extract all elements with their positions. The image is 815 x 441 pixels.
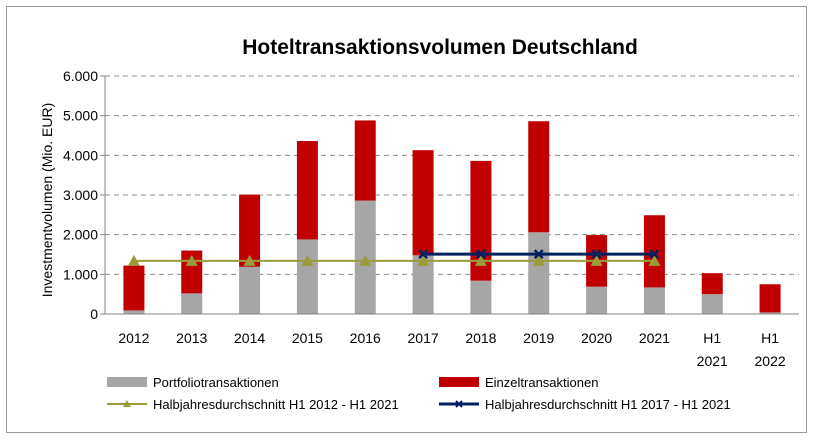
bar-einzeltransaktionen: [296, 141, 318, 240]
triangle-marker: [243, 254, 256, 266]
x-tick-label: 2012: [118, 330, 149, 346]
x-tick-label: H1: [761, 330, 779, 346]
average-lines: [127, 249, 661, 266]
axes: [104, 76, 799, 315]
x-tick-label: 2018: [465, 330, 496, 346]
x-tick-label: 2021: [639, 330, 670, 346]
bar-einzeltransaktionen: [123, 265, 145, 311]
bar-portfoliotransaktionen: [123, 310, 145, 314]
chart-title: Hoteltransaktionsvolumen Deutschland: [242, 36, 638, 59]
triangle-marker: [127, 254, 140, 266]
y-axis-title: Investmentvolumen (Mio. EUR): [39, 103, 55, 298]
bar-einzeltransaktionen: [412, 150, 434, 256]
x-marker: [649, 249, 660, 259]
bar-group: [123, 120, 781, 314]
legend-swatch: [439, 377, 479, 387]
y-tick-label: 2.000: [63, 227, 98, 243]
bar-portfoliotransaktionen: [528, 232, 550, 314]
y-tick-label: 3.000: [63, 187, 98, 203]
bar-einzeltransaktionen: [759, 284, 781, 313]
x-tick-label: 2019: [523, 330, 554, 346]
bar-einzeltransaktionen: [470, 160, 492, 281]
bar-portfoliotransaktionen: [239, 266, 261, 314]
x-tick-label: H1: [703, 330, 721, 346]
bar-portfoliotransaktionen: [643, 287, 665, 314]
legend-label: Halbjahresdurchschnitt H1 2017 - H1 2021: [485, 397, 731, 412]
x-tick-label: 2017: [408, 330, 439, 346]
chart-frame: Hoteltransaktionsvolumen Deutschland 0 1.…: [6, 6, 807, 433]
x-tick-labels: 2012 2013 2014 2015 2016 2017 2018 2019 2020 2021…: [118, 330, 786, 369]
legend-label: Halbjahresdurchschnitt H1 2012 - H1 2021: [153, 397, 399, 412]
x-tick-label: 2016: [350, 330, 381, 346]
triangle-marker: [185, 254, 198, 266]
y-tick-label: 5.000: [63, 108, 98, 124]
bar-portfoliotransaktionen: [701, 294, 723, 314]
bar-portfoliotransaktionen: [759, 312, 781, 314]
bar-portfoliotransaktionen: [470, 280, 492, 314]
y-tick-label: 1.000: [63, 266, 98, 282]
chart-svg: Hoteltransaktionsvolumen Deutschland 0 1.…: [39, 36, 799, 412]
legend-label: Einzeltransaktionen: [485, 375, 598, 390]
y-tick-label: 0: [90, 306, 98, 322]
triangle-marker: [532, 254, 545, 266]
triangle-marker: [590, 254, 603, 266]
x-tick-label: 2022: [755, 353, 786, 369]
x-marker: [418, 249, 428, 259]
x-marker: [591, 249, 602, 259]
triangle-marker: [474, 254, 487, 266]
x-tick-label: 2021: [697, 353, 728, 369]
x-tick-label: 2020: [581, 330, 612, 346]
triangle-marker: [301, 254, 314, 266]
x-tick-label: 2013: [176, 330, 207, 346]
bar-portfoliotransaktionen: [296, 239, 318, 314]
gridlines: [100, 75, 799, 315]
x-tick-label: 2014: [234, 330, 265, 346]
bar-einzeltransaktionen: [643, 215, 665, 288]
y-tick-labels: 0 1.000 2.000 3.000 4.000 5.000 6.000: [63, 68, 98, 322]
triangle-marker: [359, 254, 372, 266]
triangle-marker: [648, 254, 661, 266]
bar-portfoliotransaktionen: [181, 293, 203, 314]
legend: Portfoliotransaktionen Einzeltransaktione…: [107, 375, 731, 412]
triangle-marker: [417, 254, 430, 266]
legend-swatch: [107, 377, 147, 387]
bar-einzeltransaktionen: [354, 120, 376, 201]
legend-x-marker: [455, 400, 463, 408]
legend-label: Portfoliotransaktionen: [153, 375, 279, 390]
x-marker: [476, 249, 486, 259]
bar-portfoliotransaktionen: [586, 286, 608, 314]
x-marker: [533, 249, 544, 259]
bar-einzeltransaktionen: [701, 273, 723, 295]
bar-portfoliotransaktionen: [412, 255, 434, 314]
bar-einzeltransaktionen: [239, 194, 261, 267]
legend-triangle-marker: [123, 400, 131, 407]
x-tick-label: 2015: [292, 330, 323, 346]
bar-einzeltransaktionen: [528, 121, 550, 233]
y-tick-label: 4.000: [63, 147, 98, 163]
y-tick-label: 6.000: [63, 68, 98, 84]
